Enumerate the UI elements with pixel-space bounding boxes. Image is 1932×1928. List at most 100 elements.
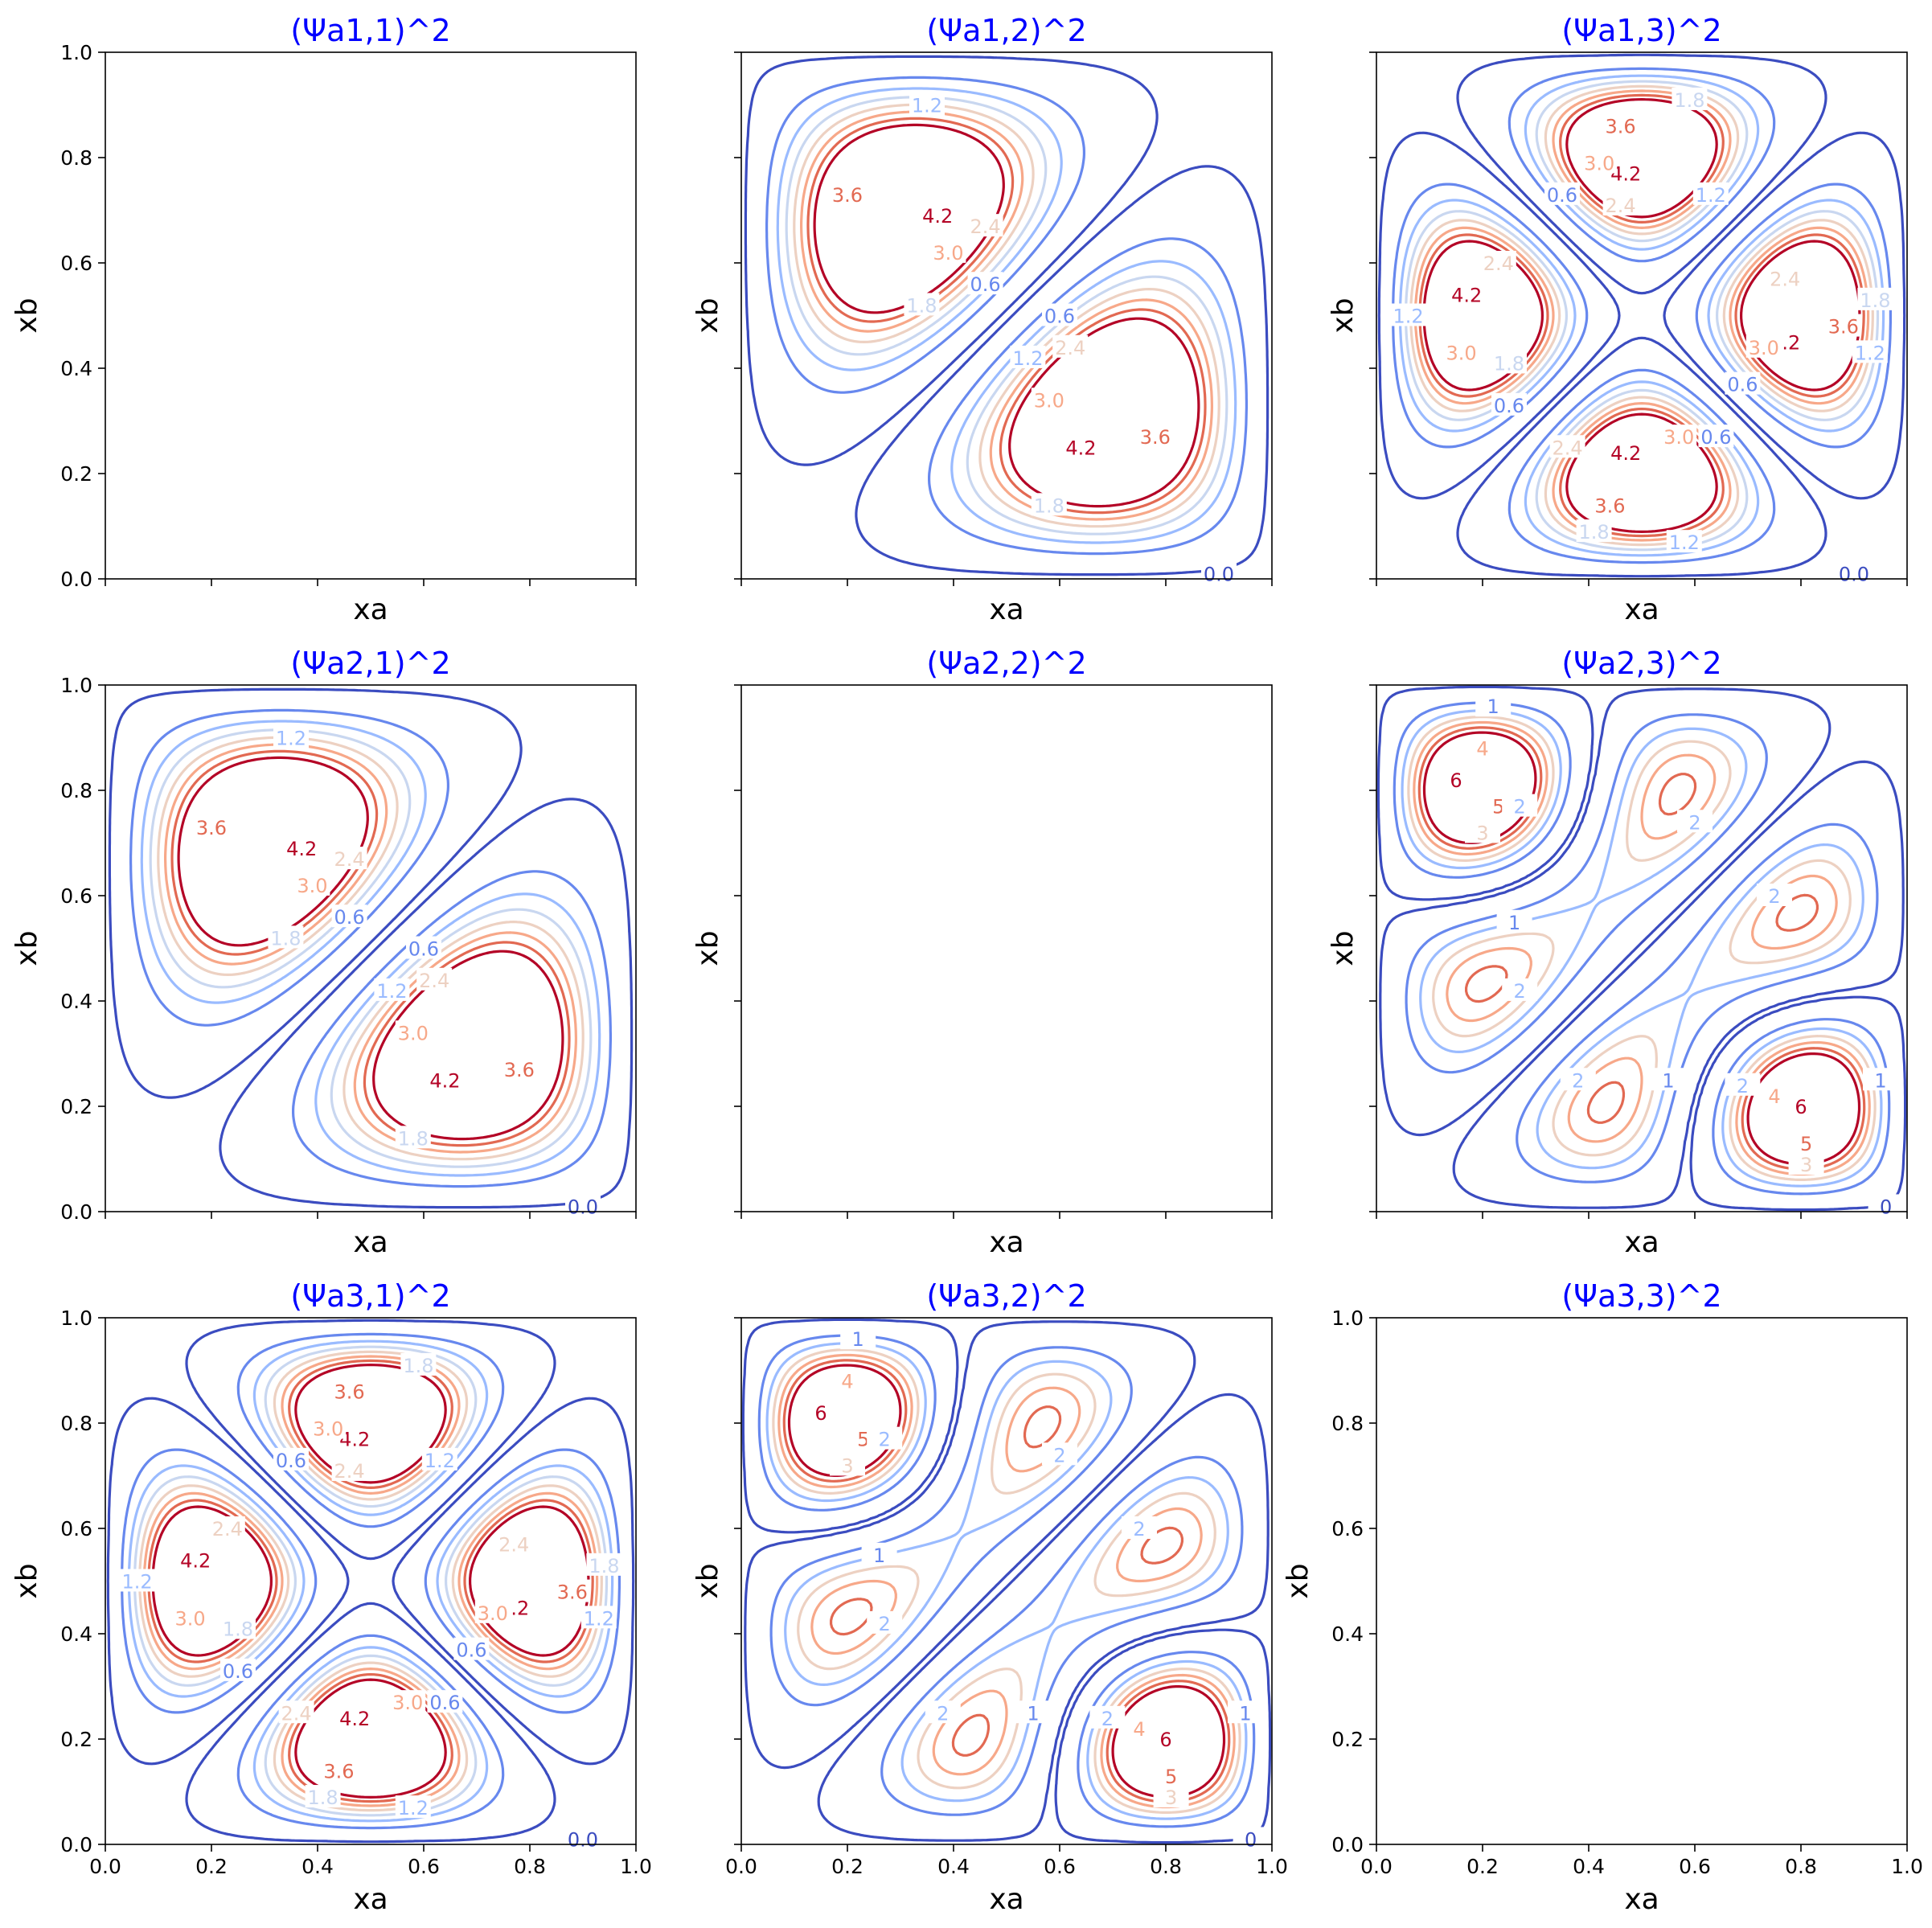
axes-frame — [1376, 1317, 1908, 1845]
contour-label-bg — [830, 1368, 865, 1392]
contour-label: 2.4 — [498, 1534, 529, 1557]
contour-label: 2.4 — [970, 215, 1001, 238]
contour-label: 1.8 — [223, 1618, 253, 1640]
contour-label: 1.2 — [1012, 347, 1043, 370]
contour-label-bg — [920, 203, 956, 227]
contour-label-bg — [310, 1416, 347, 1439]
contour-label: 4.2 — [429, 1069, 460, 1092]
contour-label: 1.8 — [1579, 521, 1610, 544]
contour-label-bg — [305, 1785, 341, 1808]
x-tick-label: 0.2 — [195, 1855, 228, 1878]
subplot-title: (Ψa3,1)^2 — [290, 1278, 450, 1314]
contour-label-bg — [273, 1447, 309, 1471]
contour-label: 1 — [1487, 695, 1499, 718]
contour-label-bg — [284, 836, 320, 859]
x-tick-label: 0.2 — [831, 1855, 863, 1878]
contour-lines — [108, 687, 634, 1209]
contour-label: 3 — [1165, 1786, 1177, 1809]
y-tick-label: 1.0 — [1331, 1307, 1364, 1330]
contour-label: 2 — [879, 1429, 891, 1451]
contour-label-bg — [1576, 519, 1612, 543]
contour-label-bg — [830, 1453, 865, 1476]
contour-label: 1 — [852, 1328, 864, 1351]
y-tick-label: 0.0 — [60, 1833, 92, 1856]
x-axis-label: xa — [353, 1226, 388, 1259]
contour-label-bg — [453, 1637, 490, 1660]
contour-level-3.6 — [1418, 93, 1865, 538]
contour-label-bg — [1725, 1073, 1761, 1096]
axes-frame — [105, 51, 637, 580]
contour-label-bg — [427, 1068, 463, 1091]
contour-label: 2.4 — [212, 1518, 243, 1540]
contour-label: 3.6 — [334, 1381, 365, 1404]
subplot-title: (Ψa2,2)^2 — [926, 646, 1086, 681]
contour-label: 1.2 — [398, 1797, 429, 1819]
contour-label-bg — [1666, 530, 1702, 553]
contour-label-bg — [554, 1579, 590, 1602]
contour-label: 3.0 — [933, 242, 963, 265]
contour-label-bg — [1153, 1763, 1189, 1786]
plot-area — [105, 1318, 636, 1844]
contour-label: 2 — [1737, 1075, 1749, 1097]
contour-label-bg — [273, 725, 309, 749]
x-tick-label: 0.2 — [1466, 1855, 1499, 1878]
contour-label: 1.8 — [403, 1355, 433, 1377]
contour-label: 3.6 — [504, 1059, 535, 1081]
contour-label-bg — [1122, 1516, 1157, 1539]
y-tick-label: 0.8 — [60, 146, 92, 170]
contour-label-bg — [904, 293, 940, 316]
contour-label-bg — [909, 92, 945, 116]
contour-label: 1 — [1027, 1702, 1039, 1725]
contour-label: 1.2 — [276, 728, 306, 750]
contour-label-bg — [1496, 909, 1532, 933]
contour-label-bg — [930, 240, 966, 263]
contour-label-bg — [416, 967, 453, 991]
contour-label: 1.8 — [906, 294, 937, 317]
contour-label: 0.6 — [456, 1639, 486, 1662]
contour-label-bg — [1745, 334, 1782, 358]
y-tick-label: 1.0 — [60, 41, 92, 64]
contour-label: 0.6 — [1700, 426, 1731, 449]
x-axis-label: xa — [989, 593, 1023, 626]
subplot-title: (Ψa3,3)^2 — [1561, 1278, 1721, 1314]
x-tick-label: 0.4 — [937, 1855, 970, 1878]
contour-label-bg — [406, 936, 441, 959]
contour-label: 6 — [1450, 769, 1462, 792]
y-tick-label: 0.8 — [60, 779, 92, 802]
contour-label: 5 — [857, 1429, 869, 1451]
contour-label: 4 — [1768, 1085, 1780, 1108]
contour-level-1.2 — [776, 87, 1237, 544]
y-tick-label: 0.4 — [60, 990, 92, 1013]
contour-label: 1.2 — [122, 1571, 153, 1594]
contour-label: 4.2 — [339, 1708, 370, 1730]
axes-frame — [1376, 51, 1908, 580]
y-tick-label: 0.2 — [60, 462, 92, 486]
subplot-title: (Ψa1,1)^2 — [290, 13, 450, 48]
contour-label-bg — [268, 925, 304, 949]
contour-label: 2 — [879, 1613, 891, 1635]
contour-label: 3.0 — [313, 1418, 343, 1441]
contour-label-bg — [565, 1194, 601, 1217]
x-axis-label: xa — [1624, 1883, 1659, 1916]
contour-label: 4.2 — [1610, 442, 1641, 465]
contour-label: 3.0 — [478, 1602, 508, 1625]
contour-label: 4.2 — [286, 838, 317, 860]
contour-label: 1.8 — [308, 1786, 338, 1809]
contour-label: 3.0 — [1034, 389, 1064, 412]
contour-label: 0.6 — [1727, 374, 1758, 396]
contour-level-3.6 — [147, 1359, 594, 1803]
contour-level-0.6 — [129, 708, 612, 1188]
contour-label-bg — [390, 1690, 426, 1713]
y-axis-label: xb — [10, 297, 43, 333]
contour-label: 6 — [814, 1402, 827, 1425]
y-axis-label: xb — [10, 1563, 43, 1598]
x-axis-label: xa — [353, 1883, 388, 1916]
contour-level-0 — [108, 687, 634, 1209]
contour-label-bg — [1153, 1785, 1189, 1808]
contour-label: 3.6 — [832, 184, 863, 207]
contour-label-bg — [925, 1700, 961, 1724]
contour-label-bg — [1502, 978, 1538, 1001]
axes-frame — [740, 1317, 1273, 1845]
contour-label: 1.2 — [584, 1607, 614, 1630]
contour-label-bg — [1788, 1130, 1824, 1154]
